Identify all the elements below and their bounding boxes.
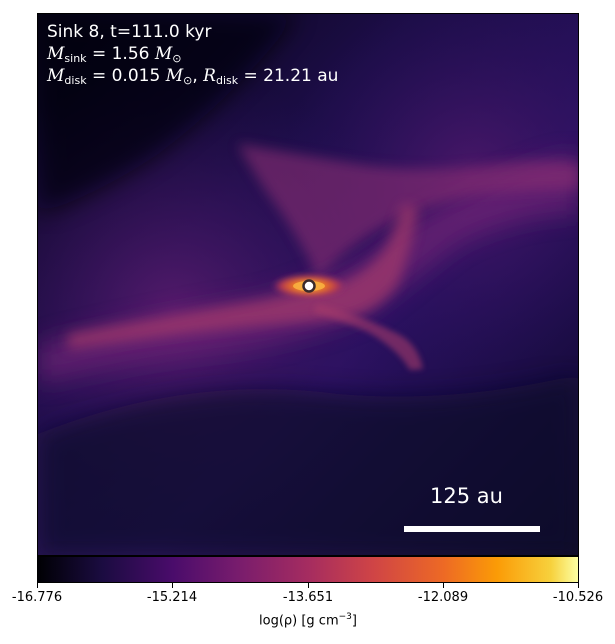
colorbar [37,556,579,583]
colorbar-tick [37,583,38,588]
colorbar-label: log(ρ) [g cm−3] [259,612,357,629]
scale-bar [404,526,540,532]
sink-mass-label: Msink = 1.56 M⊙ [47,44,182,65]
colorbar-tick [578,583,579,588]
colorbar-tick-label: -10.526 [552,590,604,605]
colorbar-tick-label: -15.214 [146,590,198,605]
density-map-image [38,14,578,555]
colorbar-tick [308,583,309,588]
density-map-panel: Sink 8, t=111.0 kyr Msink = 1.56 M⊙ Mdis… [37,13,579,556]
colorbar-tick-label: -16.776 [11,590,63,605]
colorbar-tick [443,583,444,588]
colorbar-tick-label: -12.089 [417,590,469,605]
colorbar-tick-label: -13.651 [282,590,334,605]
sink-marker [302,279,316,293]
colorbar-tick [172,583,173,588]
scale-bar-label: 125 au [430,484,503,508]
disk-properties-label: Mdisk = 0.015 M⊙, Rdisk = 21.21 au [47,66,339,87]
sink-time-label: Sink 8, t=111.0 kyr [47,22,212,42]
